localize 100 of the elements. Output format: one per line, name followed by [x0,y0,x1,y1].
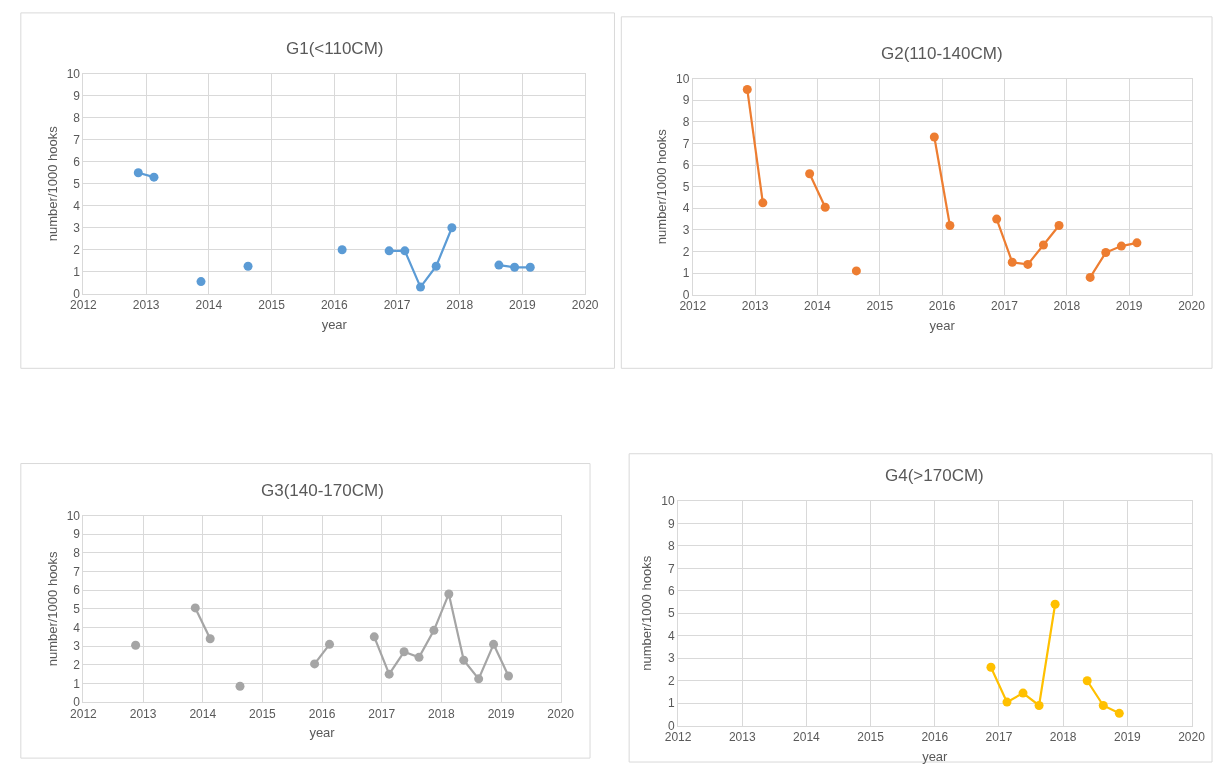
y-tick-label: 0 [682,287,690,302]
point [489,639,499,649]
point [1038,240,1048,250]
y-axis-title: number/1000 hooks [44,125,60,242]
y-tick-label: 3 [73,220,81,235]
x-axis-title: year [321,316,348,332]
point [851,266,861,276]
x-tick-label: 2015 [258,298,286,313]
point [131,640,141,650]
point [384,246,394,256]
point [525,262,535,272]
x-tick-label: 2016 [308,706,336,721]
point [205,634,215,644]
point [1054,221,1064,231]
point [243,261,253,271]
x-tick-label: 2012 [679,299,707,314]
point [337,245,347,255]
x-tick-label: 2019 [509,298,537,313]
x-tick-label: 2013 [741,299,769,314]
y-tick-label: 9 [73,527,81,542]
point [1101,248,1111,258]
x-tick-label: 2018 [428,706,456,721]
x-tick-label: 2017 [985,730,1013,745]
x-tick-label: 2012 [70,298,98,313]
y-tick-label: 6 [667,584,675,599]
point [1034,700,1044,710]
y-tick-label: 6 [73,154,81,169]
y-tick-label: 0 [667,718,675,733]
point [1114,708,1124,718]
point [459,655,469,665]
x-tick-label: 2015 [866,299,894,314]
point [742,84,752,94]
y-tick-label: 5 [73,176,81,191]
y-tick-label: 0 [73,286,81,301]
y-axis-title: number/1000 hooks [653,128,669,245]
x-axis-title: year [922,748,949,764]
chart-title: G4(>170CM) [885,466,984,485]
y-tick-label: 3 [682,223,690,238]
y-tick-label: 2 [73,658,81,673]
point [431,261,441,271]
chart-title: G2(110-140CM) [881,44,1003,63]
point [190,603,200,613]
x-tick-label: 2016 [320,298,348,313]
point [235,681,245,691]
y-tick-label: 6 [73,583,81,598]
x-tick-label: 2015 [249,706,277,721]
y-tick-label: 1 [667,696,675,711]
point [1116,241,1126,251]
point [444,589,454,599]
x-axis-title: year [309,725,336,741]
y-tick-label: 10 [675,71,690,86]
point [992,214,1002,224]
y-tick-label: 10 [661,494,675,509]
point [1018,688,1028,698]
point [133,168,143,178]
point [369,632,379,642]
y-tick-label: 9 [73,88,81,103]
point [1023,259,1033,269]
x-tick-label: 2013 [728,730,756,745]
y-axis-title: number/1000 hooks [44,550,60,667]
point [310,659,320,669]
x-tick-label: 2020 [1178,299,1206,314]
y-tick-label: 3 [667,651,675,666]
x-tick-label: 2014 [195,298,223,313]
point [429,625,439,635]
point [503,671,513,681]
y-tick-label: 7 [73,132,81,147]
x-tick-label: 2019 [487,706,515,721]
point [510,262,520,272]
y-tick-label: 4 [682,201,690,216]
x-axis-title: year [929,317,956,333]
x-tick-label: 2018 [1049,730,1077,745]
y-tick-label: 8 [73,110,81,125]
x-tick-label: 2013 [129,706,157,721]
x-tick-label: 2014 [189,706,217,721]
point [1007,257,1017,267]
y-tick-label: 10 [66,508,81,523]
point [1085,272,1095,282]
x-tick-label: 2020 [1178,730,1206,745]
point [474,674,484,684]
x-tick-label: 2017 [383,298,411,313]
y-tick-label: 10 [66,66,81,81]
y-tick-label: 3 [73,639,81,654]
point [758,198,768,208]
point [1050,599,1060,609]
y-axis-title: number/1000 hooks [639,555,655,671]
x-tick-label: 2018 [446,298,474,313]
y-tick-label: 9 [682,93,690,108]
x-tick-label: 2016 [928,299,956,314]
y-tick-label: 4 [73,620,81,635]
point [986,662,996,672]
point [416,282,426,292]
x-tick-label: 2018 [1053,299,1081,314]
point [1098,700,1108,710]
point [400,246,410,256]
point [805,169,815,179]
point [494,260,504,270]
y-tick-label: 8 [682,115,690,130]
y-tick-label: 2 [73,242,81,257]
x-tick-label: 2013 [132,298,160,313]
